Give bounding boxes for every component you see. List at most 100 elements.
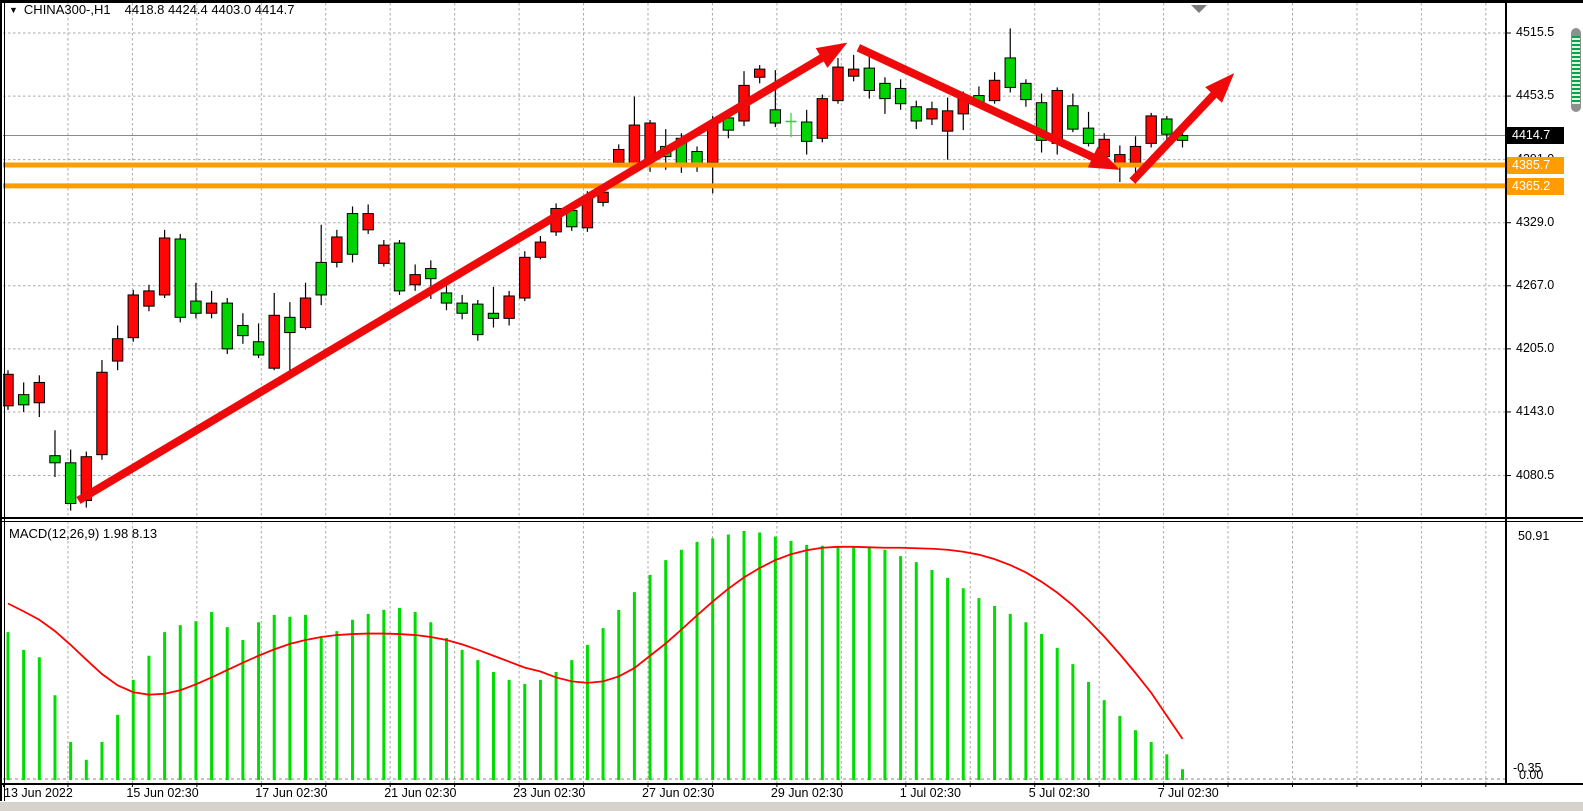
level-badge-upper[interactable]: 4385.7 — [1507, 157, 1564, 174]
candle-bear — [3, 373, 14, 407]
trend-arrow-head[interactable] — [1205, 73, 1235, 103]
candle-bear — [331, 236, 343, 263]
candle-bull — [17, 394, 30, 406]
candle-bear — [205, 302, 218, 314]
level-badge-lower[interactable]: 4365.2 — [1507, 178, 1564, 195]
candle-bear — [111, 338, 124, 362]
candle-bull — [237, 324, 249, 337]
axis-border — [1505, 3, 1507, 783]
pane-separator[interactable] — [0, 517, 1583, 519]
candle-bull — [315, 261, 327, 296]
candle-bear — [1145, 115, 1157, 144]
price-axis-label: 4205.0 — [1516, 340, 1555, 355]
border-top — [0, 0, 1583, 3]
symbol-label: CHINA300-,H1 — [23, 2, 111, 17]
scroll-to-end-marker-icon[interactable] — [1191, 5, 1207, 13]
indicator-label: MACD(12,26,9) 1.98 8.13 — [9, 526, 158, 541]
price-axis-label: 4267.0 — [1516, 277, 1555, 292]
candle-bear — [988, 79, 1001, 102]
time-axis-label: 23 Jun 02:30 — [513, 786, 586, 800]
candle-bear — [378, 244, 390, 264]
candle-bear — [503, 295, 515, 319]
time-axis-label: 21 Jun 02:30 — [384, 786, 457, 800]
candle-bull — [190, 300, 202, 314]
candle-bear — [519, 256, 531, 299]
candle-bear — [33, 381, 46, 404]
price-axis-label: 4143.0 — [1516, 403, 1555, 418]
time-axis-label: 1 Jul 02:30 — [899, 786, 961, 800]
candle-bull — [1067, 105, 1079, 130]
scrollbar-thumb[interactable] — [1571, 28, 1581, 112]
candle-bull — [894, 87, 907, 105]
candle-bear — [1129, 145, 1142, 164]
candle-bull — [769, 109, 782, 124]
macd-pane[interactable] — [3, 521, 1505, 783]
candle-bull — [1020, 82, 1032, 101]
candle-bear — [409, 274, 421, 286]
time-axis-label: 17 Jun 02:30 — [255, 786, 328, 800]
candle-bear — [753, 68, 766, 78]
candle-bull — [393, 242, 406, 292]
pane-separator-inner — [0, 521, 1583, 522]
candle-bear — [816, 98, 829, 139]
candle-bear — [96, 371, 108, 456]
candle-bear — [158, 237, 171, 296]
macd-scale-min: -0.35 — [1513, 761, 1542, 775]
candle-bull — [472, 303, 484, 336]
symbol-dropdown-icon[interactable]: ▼ — [9, 5, 18, 15]
time-axis-label: 7 Jul 02:30 — [1157, 786, 1219, 800]
candle-bear — [268, 314, 280, 369]
trend-arrow-line[interactable] — [76, 51, 829, 504]
candle-bear — [847, 68, 860, 77]
border-bottom — [0, 783, 1583, 785]
macd-scale-max: 50.91 — [1518, 529, 1550, 543]
candle-bull — [346, 213, 359, 255]
time-axis-label: 29 Jun 02:30 — [770, 786, 844, 800]
scrollbar-stripes-icon — [1572, 36, 1580, 104]
candle-bull — [440, 292, 453, 304]
candles — [3, 28, 1189, 511]
candle-bear — [613, 148, 625, 164]
candle-bull — [1161, 118, 1173, 135]
candle-bear — [534, 241, 547, 258]
trend-arrow-line[interactable] — [1129, 87, 1221, 184]
candle-bull — [910, 106, 922, 122]
main-pane[interactable] — [3, 3, 1505, 516]
candle-bull — [64, 462, 77, 505]
time-axis-label: 13 Jun 2022 — [4, 786, 73, 800]
candle-bull — [49, 455, 61, 464]
macd-zero-label: 0.00 — [1519, 768, 1544, 782]
candle-bear — [941, 110, 954, 132]
candle-bear — [127, 294, 139, 339]
macd-histogram — [6, 531, 1184, 780]
candle-bull — [800, 121, 813, 142]
candle-bull — [1082, 127, 1095, 144]
candle-bull — [174, 238, 186, 318]
candle-bull — [456, 302, 468, 314]
trend-arrow-line[interactable] — [856, 44, 1100, 164]
trend-arrow-head[interactable] — [1087, 146, 1120, 170]
price-axis-label: 4515.5 — [1516, 25, 1555, 39]
candle-bear — [143, 290, 155, 307]
border-left — [0, 0, 2, 801]
chart-title: ▼ CHINA300-,H1 4418.8 4424.4 4403.0 4414.7 — [9, 2, 295, 17]
candle-bull — [1035, 102, 1048, 141]
trend-arrow-head[interactable] — [815, 42, 848, 68]
quote-ohlc: 4418.8 4424.4 4403.0 4414.7 — [124, 2, 295, 17]
current-price-badge: 4414.7 — [1507, 127, 1564, 144]
candle-bear — [926, 108, 938, 120]
price-axis-label: 4453.5 — [1516, 88, 1555, 103]
candle-bull — [425, 268, 437, 280]
candle-bear — [362, 213, 374, 231]
time-axis-label: 5 Jul 02:30 — [1028, 786, 1090, 800]
candle-bear — [628, 124, 641, 168]
candle-bull — [863, 67, 875, 91]
candle-bull — [284, 316, 296, 334]
border-left-inner — [4, 0, 5, 801]
price-axis-label: 4080.5 — [1516, 467, 1555, 482]
window-bottom-strip — [0, 802, 1583, 811]
candle-bull — [487, 312, 500, 319]
price-axis-label: 4329.0 — [1516, 214, 1555, 229]
